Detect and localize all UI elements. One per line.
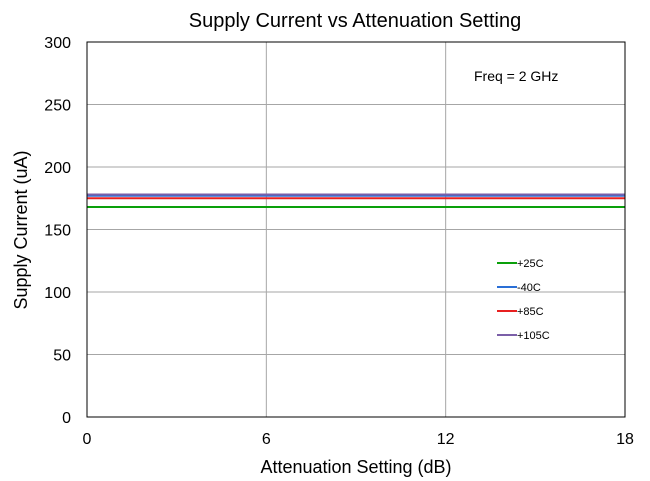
y-tick-label: 200 <box>44 160 71 177</box>
legend-label: +105C <box>517 330 550 342</box>
x-tick-label: 18 <box>616 431 634 448</box>
plot-frame <box>86 41 626 418</box>
legend-label: +85C <box>517 306 544 318</box>
x-tick-label: 0 <box>83 431 92 448</box>
y-tick-label: 0 <box>62 410 71 427</box>
y-tick-label: 150 <box>44 223 71 240</box>
legend-label: +25C <box>517 258 544 270</box>
series-lines <box>87 193 625 208</box>
x-axis-label: Attenuation Setting (dB) <box>260 457 451 477</box>
x-tick-label: 6 <box>262 431 271 448</box>
y-tick-label: 50 <box>53 348 71 365</box>
x-tick-label: 12 <box>437 431 455 448</box>
legend: +25C -40C +85C +105C <box>497 258 550 342</box>
grid <box>86 41 626 418</box>
y-tick-label: 300 <box>44 35 71 52</box>
tick-labels: 0 6 12 18 0 50 100 150 200 250 300 <box>44 35 634 448</box>
legend-label: -40C <box>517 282 541 294</box>
y-tick-label: 250 <box>44 98 71 115</box>
y-tick-label: 100 <box>44 285 71 302</box>
chart-title: Supply Current vs Attenuation Setting <box>189 10 521 32</box>
y-axis-label: Supply Current (uA) <box>11 150 31 309</box>
freq-annotation: Freq = 2 GHz <box>474 68 558 84</box>
